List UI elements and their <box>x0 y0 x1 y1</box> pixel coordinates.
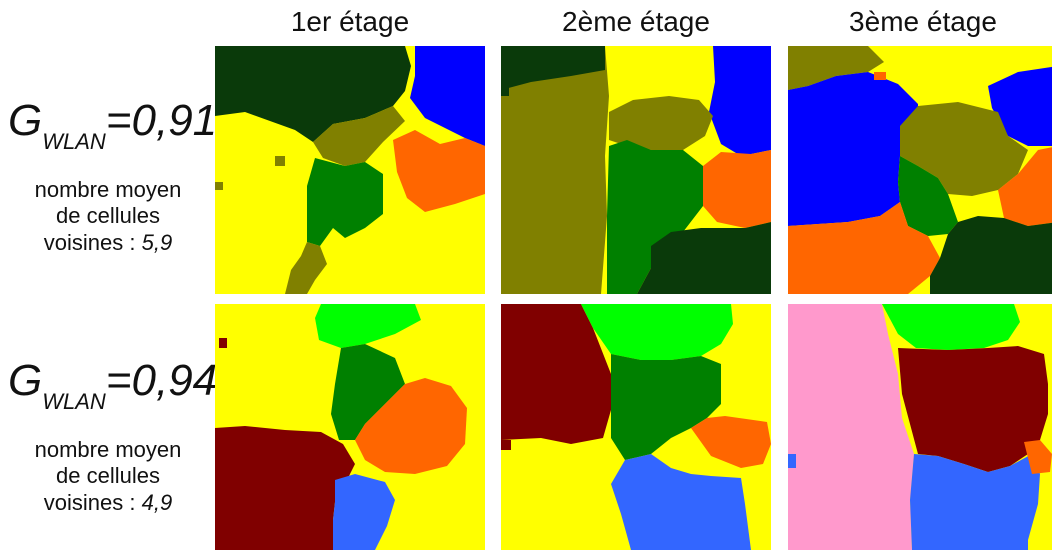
cell-region-green <box>611 354 721 460</box>
cell-fragment <box>501 86 509 96</box>
cell-fragment <box>874 72 886 80</box>
cell-map-row2-floor2 <box>501 304 771 550</box>
cell-fragment <box>275 156 285 166</box>
cell-region-olive <box>788 46 884 90</box>
column-title-floor-3: 3ème étage <box>849 6 997 37</box>
cell-region-dark-green <box>930 216 1052 294</box>
cell-region-orange <box>703 150 771 228</box>
neighbor-cells-note: nombre moyen de cellules voisines : 4,9 <box>34 437 182 515</box>
cell-region-olive <box>501 46 609 294</box>
cell-region-green <box>607 140 703 294</box>
cell-region-maroon <box>898 346 1048 472</box>
cell-region-blue-2 <box>788 72 918 226</box>
cell-region-maroon <box>501 304 611 444</box>
cell-region-cornflower <box>910 454 1040 550</box>
cell-region-orange <box>691 416 771 468</box>
cell-map-row1-floor3 <box>788 46 1052 294</box>
cell-region-orange-2 <box>998 147 1052 226</box>
cell-region-dark-green-2 <box>637 222 771 294</box>
cell-region-green <box>898 156 958 236</box>
cell-region-cornflower <box>333 474 395 550</box>
cell-region-green <box>307 158 383 246</box>
cell-region-blue <box>410 46 485 146</box>
cell-region-maroon <box>215 426 355 550</box>
cell-map-row1-floor1 <box>215 46 485 294</box>
column-title-floor-2: 2ème étage <box>562 6 710 37</box>
cell-fragment <box>788 454 796 468</box>
cell-region-dark-green <box>215 46 411 142</box>
neighbor-cells-note: nombre moyen de cellules voisines : 5,9 <box>34 177 182 255</box>
cell-fragment <box>501 440 511 450</box>
cell-region-dark-green <box>501 46 605 90</box>
gwlan-value-label: GWLAN=0,91 <box>8 96 218 154</box>
cell-region-light-green <box>581 304 733 360</box>
row-label-1: GWLAN=0,91 nombre moyen de cellules vois… <box>8 96 218 256</box>
cell-region-blue <box>709 46 771 156</box>
cell-region-orange <box>1024 440 1052 474</box>
cell-map-row2-floor3 <box>788 304 1052 550</box>
cell-region-olive-small <box>285 242 327 294</box>
cell-fragment <box>219 338 227 348</box>
cell-map-row1-floor2 <box>501 46 771 294</box>
row-label-2: GWLAN=0,94 nombre moyen de cellules vois… <box>8 356 218 516</box>
cell-region-orange <box>355 378 467 474</box>
cell-region-light-green <box>315 304 421 348</box>
cell-region-green <box>331 344 405 440</box>
cell-region-orange <box>788 202 940 294</box>
column-title-floor-1: 1er étage <box>290 6 410 37</box>
cell-region-olive-2 <box>900 102 1028 196</box>
cell-region-cornflower <box>611 454 751 550</box>
cell-region-pink <box>788 304 914 550</box>
cell-region-orange <box>393 130 485 212</box>
cell-fragment <box>215 182 223 190</box>
gwlan-value-label: GWLAN=0,94 <box>8 356 218 414</box>
cell-map-row2-floor1 <box>215 304 485 550</box>
cell-region-olive <box>313 106 405 166</box>
cell-region-blue <box>988 66 1052 146</box>
cell-region-olive-2 <box>609 96 713 150</box>
cell-region-light-green <box>882 304 1020 350</box>
